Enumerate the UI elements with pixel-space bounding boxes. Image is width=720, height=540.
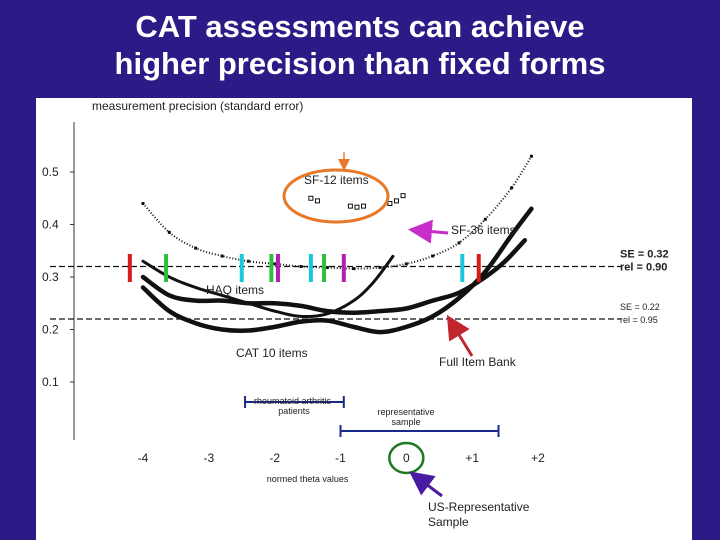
annotation-haq-items: HAQ items <box>206 283 264 297</box>
slide-title: CAT assessments can achieve higher preci… <box>0 8 720 82</box>
sf-12-items-point <box>393 198 399 204</box>
haq-items-line <box>141 254 395 319</box>
sf-36-items-point <box>325 266 329 270</box>
annotation-sample: Sample <box>428 515 469 529</box>
y-tick-label: 0.2 <box>42 323 59 337</box>
sf-36-items-point <box>404 262 408 266</box>
sf12-highlight-circle <box>282 168 390 224</box>
reference-rel-label: rel = 0.90 <box>620 262 667 274</box>
sf-36-items-line <box>142 155 533 270</box>
sf-36-items-point <box>273 262 277 266</box>
sf-36-items-point <box>299 265 303 268</box>
y-tick-label: 0.4 <box>42 218 59 232</box>
sf-36-items-point <box>246 259 250 263</box>
sf-36-items-point <box>167 230 171 234</box>
sf-36-items-point <box>220 254 224 258</box>
sf-12-items-point <box>387 201 393 206</box>
x-tick-label: -2 <box>269 451 280 465</box>
x-tick-label: -1 <box>335 451 346 465</box>
annotation-representative: representative <box>377 407 434 417</box>
annotation-sample: sample <box>391 417 420 427</box>
x-tick-label: -4 <box>138 451 149 465</box>
annotation-patients: patients <box>278 406 310 416</box>
sf-12-items-point <box>314 198 320 204</box>
sf-36-items-point <box>378 266 382 270</box>
sf-36-items-point <box>352 267 356 271</box>
sf-36-items-point <box>483 217 487 221</box>
sf-36-items-point <box>431 254 435 258</box>
sf-12-items-point <box>308 195 314 201</box>
full-item-bank-line <box>140 238 528 315</box>
y-tick-label: 0.3 <box>42 270 59 284</box>
reference-rel-label: rel = 0.95 <box>620 315 658 325</box>
reference-se-label: SE = 0.32 <box>620 249 669 261</box>
sf-12-items-point <box>361 203 367 209</box>
x-tick-label: 0 <box>403 451 410 465</box>
sf-12-items-point <box>400 193 406 199</box>
reference-se-label: SE = 0.22 <box>620 302 660 312</box>
title-line-1: CAT assessments can achieve <box>135 9 585 44</box>
precision-chart: measurement precision (standard error) 0.… <box>42 99 669 529</box>
x-tick-label: +1 <box>465 451 479 465</box>
y-tick-label: 0.5 <box>42 165 59 179</box>
x-tick-label: +2 <box>531 451 545 465</box>
annotation-rheumatoid-arthritis: rheumatoid arthritis <box>254 396 332 406</box>
sf-36-items-point <box>141 202 145 205</box>
annotation-sf-36-items: SF-36 items <box>451 223 516 237</box>
sf-36-items-point <box>194 246 198 250</box>
x-tick-label: -3 <box>203 451 214 465</box>
us-rep-arrow <box>409 471 443 498</box>
sf-36-items-point <box>457 241 461 245</box>
annotation-cat-10-items: CAT 10 items <box>236 346 308 360</box>
sf36-arrow <box>408 219 449 244</box>
full-bank-arrow <box>446 314 474 357</box>
sf-36-items-point <box>510 186 514 190</box>
title-line-2: higher precision than fixed forms <box>114 46 606 81</box>
chart-panel: measurement precision (standard error) 0.… <box>36 98 692 540</box>
us-rep-highlight-circle <box>388 441 425 475</box>
y-axis-label: measurement precision (standard error) <box>92 99 303 113</box>
annotation-us-representative: US-Representative <box>428 500 530 514</box>
annotation-sf-12-items: SF-12 items <box>304 173 369 187</box>
sf-12-items-point <box>347 203 353 209</box>
y-tick-label: 0.1 <box>42 375 59 389</box>
sf-12-items-point <box>354 204 360 210</box>
sf-36-items-point <box>529 154 533 158</box>
annotation-full-item-bank: Full Item Bank <box>439 355 517 369</box>
x-axis-label: normed theta values <box>267 474 349 484</box>
